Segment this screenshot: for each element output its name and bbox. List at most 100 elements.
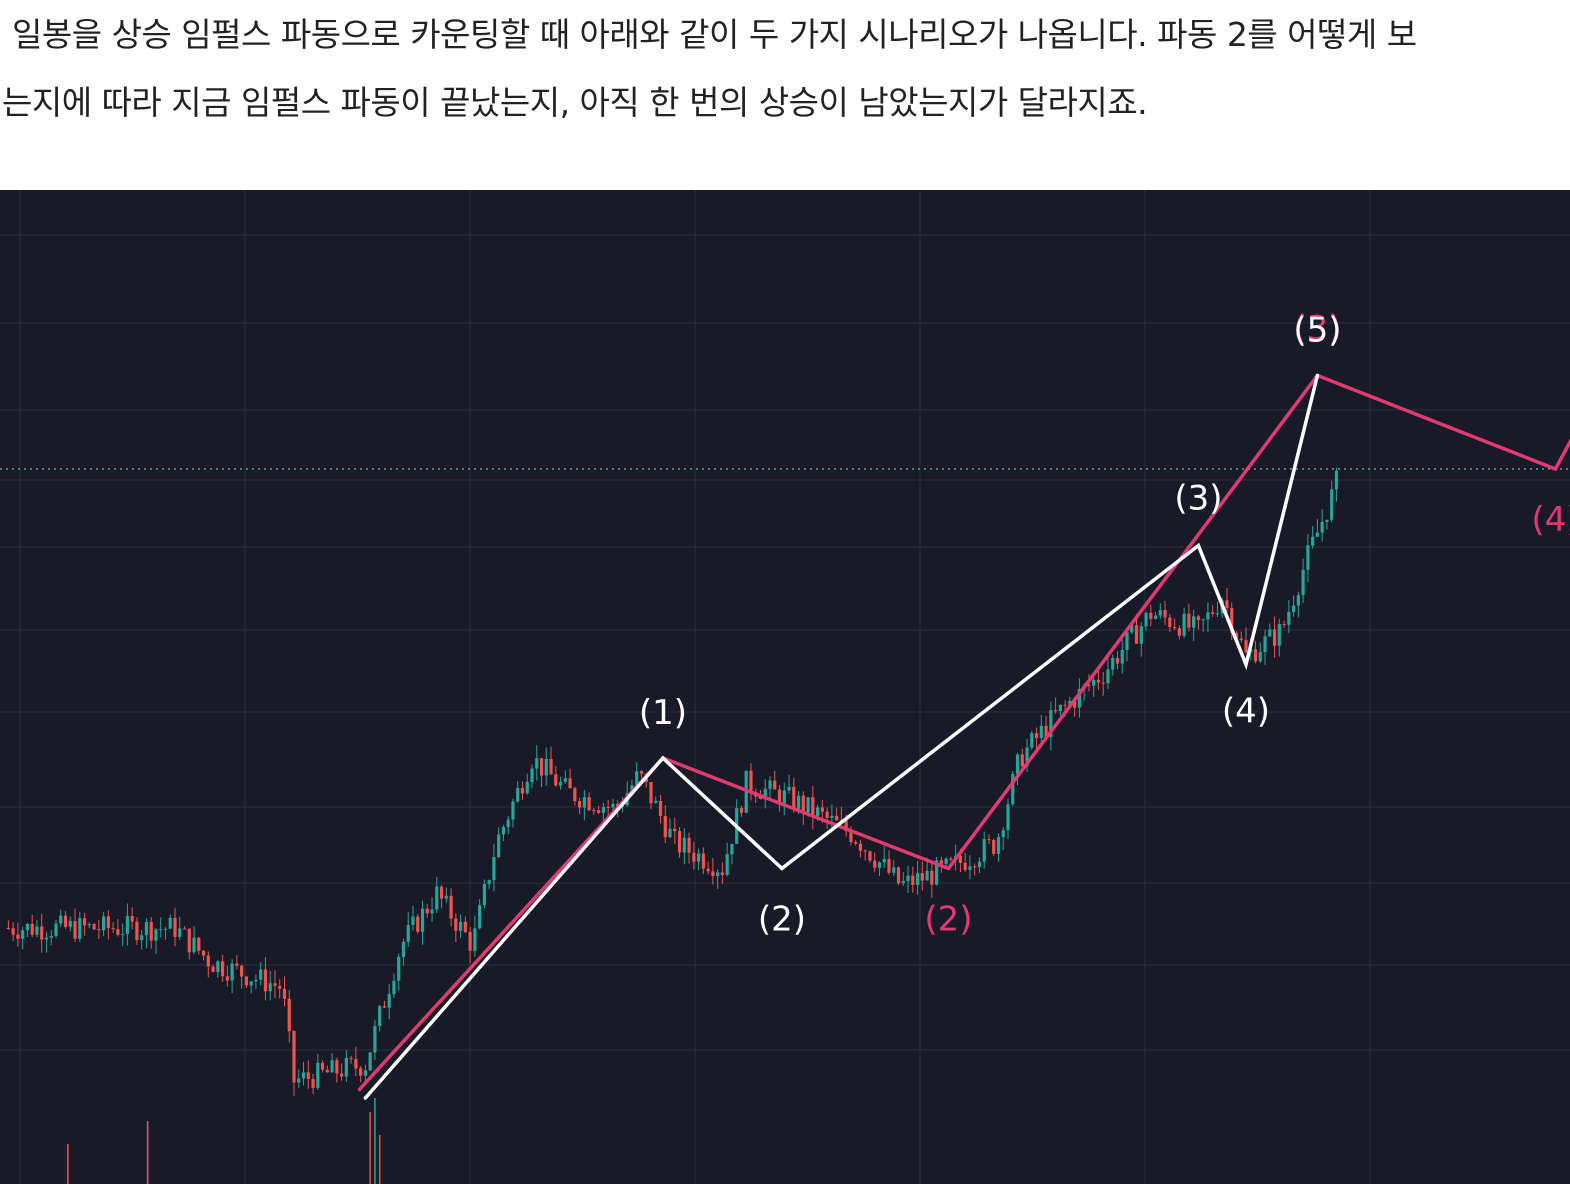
candle-body <box>1315 532 1319 537</box>
candle-body <box>382 1006 387 1008</box>
candle-body <box>806 797 810 813</box>
wave-label-3-pink: (3) <box>1293 309 1341 349</box>
candle-body <box>178 928 182 937</box>
candle-body <box>1144 612 1148 627</box>
candle-body <box>901 881 905 884</box>
candle-body <box>1111 657 1115 670</box>
intro-line-2: 는지에 따라 지금 임펄스 파동이 끝났는지, 아직 한 번의 상승이 남았는지… <box>2 83 1148 122</box>
candle-body <box>316 1062 320 1088</box>
candle-body <box>1058 704 1062 711</box>
candle-body <box>1168 617 1172 628</box>
candle-body <box>459 921 463 931</box>
candle-body <box>1306 545 1310 570</box>
candle-body <box>601 806 605 813</box>
candle-body <box>163 928 168 930</box>
candle-body <box>363 1070 367 1076</box>
candle-body <box>654 800 658 804</box>
candle-body <box>1106 669 1110 684</box>
candle-body <box>1253 649 1258 662</box>
candle-body <box>344 1058 348 1077</box>
candle-body <box>54 923 58 936</box>
candle-body <box>1006 804 1010 831</box>
candle-body <box>554 774 558 786</box>
candle-body <box>697 853 701 862</box>
candle-body <box>1182 613 1186 636</box>
candle-body <box>397 956 401 981</box>
candle-body <box>197 937 201 951</box>
candle-body <box>1034 733 1039 738</box>
candle-body <box>816 807 820 817</box>
candle-body <box>635 771 639 786</box>
candle-body <box>649 782 653 804</box>
candle-body <box>1320 521 1324 533</box>
candle-body <box>354 1058 358 1069</box>
candle-body <box>930 870 934 885</box>
candle-body <box>949 858 953 860</box>
candle-body <box>1196 616 1200 620</box>
candle-body <box>1020 754 1024 767</box>
candle-body <box>144 921 149 936</box>
candle-body <box>982 839 986 862</box>
candle-body <box>801 795 805 813</box>
candle-body <box>11 928 15 935</box>
wave-label-1-pink: (1) <box>639 693 687 733</box>
candle-body <box>868 851 872 861</box>
candle-body <box>25 923 30 931</box>
candle-body <box>406 924 410 942</box>
candle-body <box>411 916 415 925</box>
candle-body <box>873 860 877 868</box>
candle-body <box>573 788 577 802</box>
candle-body <box>1187 613 1191 628</box>
candle-body <box>558 781 563 786</box>
candle-body <box>1211 612 1215 614</box>
wave-label-3-white: (3) <box>1174 479 1222 519</box>
candle-body <box>1287 611 1291 625</box>
candle-body <box>549 758 553 775</box>
candle-body <box>273 983 277 987</box>
candle-body <box>1025 747 1029 767</box>
candle-body <box>987 839 991 841</box>
candle-body <box>111 928 115 930</box>
candle-body <box>59 915 63 924</box>
candle-body <box>935 860 939 885</box>
candle-body <box>378 1006 382 1027</box>
candle-body <box>44 937 49 940</box>
wave-label-2-pink: (2) <box>924 900 972 940</box>
candle-body <box>16 934 20 939</box>
candle-body <box>830 815 834 818</box>
candle-body <box>730 843 734 855</box>
candle-body <box>1234 632 1239 639</box>
candle-body <box>844 820 848 832</box>
candle-body <box>492 857 496 881</box>
candle-body <box>1073 700 1077 708</box>
candle-body <box>335 1060 339 1074</box>
candle-body <box>444 895 448 899</box>
candle-body <box>306 1072 310 1080</box>
candle-body <box>687 837 691 853</box>
candle-body <box>430 909 434 914</box>
candle-body <box>1011 773 1015 805</box>
candle-body <box>263 969 268 992</box>
candle-body <box>1015 754 1020 774</box>
candle-body <box>249 981 253 986</box>
candle-body <box>182 928 187 930</box>
candle-body <box>416 916 420 932</box>
candle-body <box>40 926 44 940</box>
candle-body <box>968 866 972 870</box>
candle-body <box>78 918 82 939</box>
candle-body <box>21 930 25 939</box>
candle-body <box>201 950 206 956</box>
intro-line-1: 일봉을 상승 임펄스 파동으로 카운팅할 때 아래와 같이 두 가지 시나리오가… <box>12 15 1417 54</box>
candle-body <box>1120 649 1124 664</box>
candle-body <box>1215 613 1220 615</box>
candle-body <box>192 937 196 953</box>
candle-body <box>682 837 686 853</box>
candle-body <box>97 929 101 931</box>
candle-body <box>896 867 901 884</box>
candle-body <box>1092 679 1096 686</box>
candle-body <box>1163 610 1167 618</box>
candle-body <box>706 868 710 872</box>
candle-body <box>478 905 482 929</box>
candle-body <box>225 976 229 981</box>
candle-body <box>1158 610 1162 616</box>
